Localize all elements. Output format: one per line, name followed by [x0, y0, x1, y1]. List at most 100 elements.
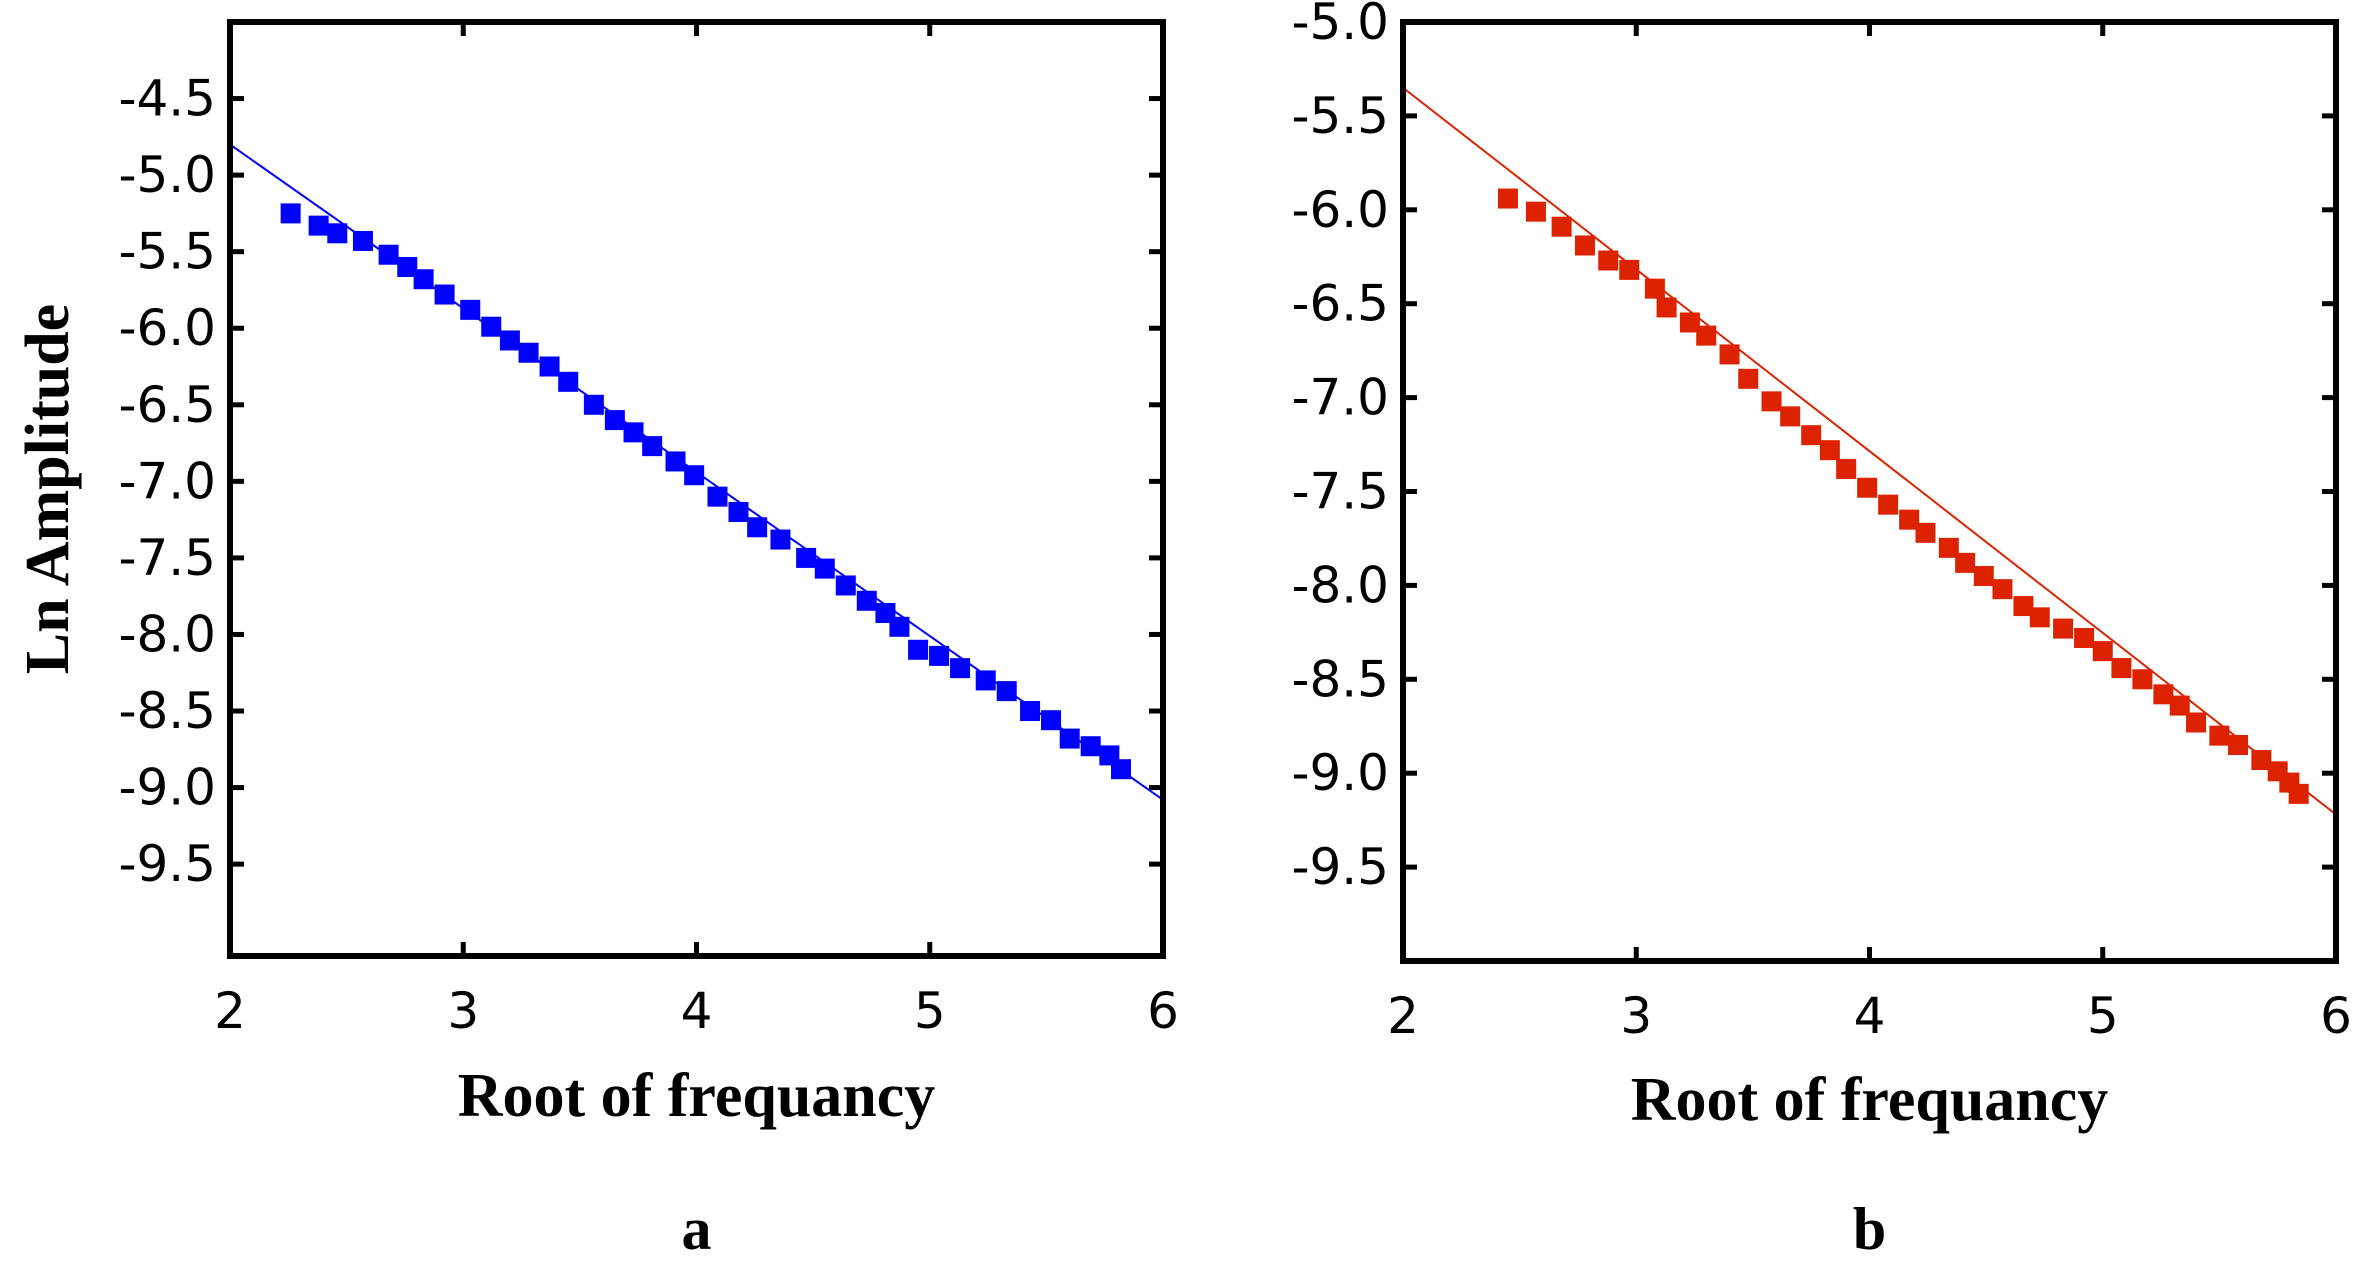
data-point	[2186, 712, 2207, 733]
data-point	[1551, 216, 1572, 237]
x-tick-label: 3	[1620, 987, 1652, 1045]
data-point	[2228, 735, 2249, 756]
data-point	[1080, 736, 1101, 757]
plot-area	[230, 143, 1163, 801]
data-point	[2288, 783, 2309, 804]
y-tick-label: -9.0	[118, 759, 216, 817]
data-point	[2251, 750, 2272, 771]
data-point	[1780, 406, 1801, 427]
x-tick-label: 2	[1387, 987, 1419, 1045]
panel-a: -4.5 -5.0 -5.5 -6.0 -6.5 -7.0 -7.5 -8.0 -8.5 -9.0…	[14, 19, 1179, 1262]
data-point	[1719, 344, 1740, 365]
data-point	[975, 670, 996, 691]
data-point	[1973, 566, 1994, 587]
y-tick-label: -9.5	[118, 835, 216, 893]
y-tick-label: -6.5	[118, 376, 216, 434]
data-point	[2029, 607, 2050, 628]
y-tick-label: -6.0	[1291, 181, 1389, 239]
data-point	[1525, 201, 1546, 222]
data-point	[707, 486, 728, 507]
data-point	[1656, 297, 1677, 318]
data-point	[856, 590, 877, 611]
data-point	[583, 394, 604, 415]
data-point	[2132, 669, 2153, 690]
fit-line	[1403, 86, 2336, 816]
panel-label: a	[682, 1196, 712, 1262]
data-point	[2209, 725, 2230, 746]
y-tick-label: -8.5	[1291, 650, 1389, 708]
x-tick-label: 6	[2320, 987, 2352, 1045]
data-point	[770, 529, 791, 550]
y-tick-label: -4.5	[118, 70, 216, 128]
plot-frame	[227, 19, 1166, 959]
data-point	[1497, 188, 1518, 209]
y-tick-label: -6.0	[118, 299, 216, 357]
y-tick-label: -7.0	[1291, 369, 1389, 427]
data-point	[1955, 552, 1976, 573]
x-tick-label: 2	[214, 982, 246, 1040]
plot-area	[1403, 86, 2336, 816]
data-point	[747, 517, 768, 538]
x-tick-label: 6	[1147, 982, 1179, 1040]
data-point	[1679, 312, 1700, 333]
fit-line	[230, 143, 1163, 801]
x-tick-label: 5	[914, 982, 946, 1040]
data-point	[280, 203, 301, 224]
y-tick-label: -8.0	[1291, 556, 1389, 614]
x-tick-label: 5	[2087, 987, 2119, 1045]
data-point	[1059, 728, 1080, 749]
data-point	[1992, 579, 2013, 600]
data-point	[1819, 440, 1840, 461]
y-tick-label: -6.5	[1291, 275, 1389, 333]
x-axis-title: Root of frequancy	[1631, 1066, 2109, 1134]
x-tick-label: 3	[447, 982, 479, 1040]
data-point	[835, 575, 856, 596]
data-point	[2053, 618, 2074, 639]
data-point	[352, 230, 373, 251]
data-point	[327, 223, 348, 244]
data-point	[929, 645, 950, 666]
data-point	[1574, 235, 1595, 256]
data-point	[1644, 278, 1665, 299]
panel-b: -5.0 -5.5 -6.0 -6.5 -7.0 -7.5 -8.0 -8.5 -9.0 -9.5…	[1291, 0, 2351, 1262]
data-point	[796, 547, 817, 568]
data-point	[604, 410, 625, 431]
data-point	[2153, 684, 2174, 705]
data-point	[1761, 391, 1782, 412]
data-point	[1878, 494, 1899, 515]
y-axis-title: Ln Amplitude	[14, 304, 82, 674]
y-tick-label: -9.0	[1291, 744, 1389, 802]
data-point	[2092, 641, 2113, 662]
data-point	[642, 436, 663, 457]
y-tick-label: -5.0	[1291, 0, 1389, 51]
x-axis-title: Root of frequancy	[458, 1062, 936, 1130]
data-point	[684, 465, 705, 486]
data-point	[2111, 658, 2132, 679]
data-point	[1696, 325, 1717, 346]
data-point	[623, 422, 644, 443]
data-point	[2169, 695, 2190, 716]
data-point	[2013, 596, 2034, 617]
data-point	[665, 451, 686, 472]
data-point	[1857, 477, 1878, 498]
y-tick-label: -7.5	[1291, 463, 1389, 521]
y-tick-label: -7.0	[118, 452, 216, 510]
y-tick-label: -9.5	[1291, 838, 1389, 896]
data-point	[1899, 509, 1920, 530]
panel-label: b	[1853, 1196, 1886, 1262]
data-point	[1801, 425, 1822, 446]
data-point	[1738, 368, 1759, 389]
data-point	[1915, 522, 1936, 543]
data-point	[728, 501, 749, 522]
y-tick-label: -5.5	[118, 223, 216, 281]
data-point	[308, 215, 329, 236]
data-point	[1020, 701, 1041, 722]
data-point	[950, 658, 971, 679]
y-tick-label: -5.5	[1291, 87, 1389, 145]
x-tick-label: 4	[1854, 987, 1886, 1045]
data-point	[1836, 458, 1857, 479]
data-point	[1938, 537, 1959, 558]
data-point	[889, 616, 910, 637]
data-point	[814, 558, 835, 579]
data-point	[2074, 627, 2095, 648]
